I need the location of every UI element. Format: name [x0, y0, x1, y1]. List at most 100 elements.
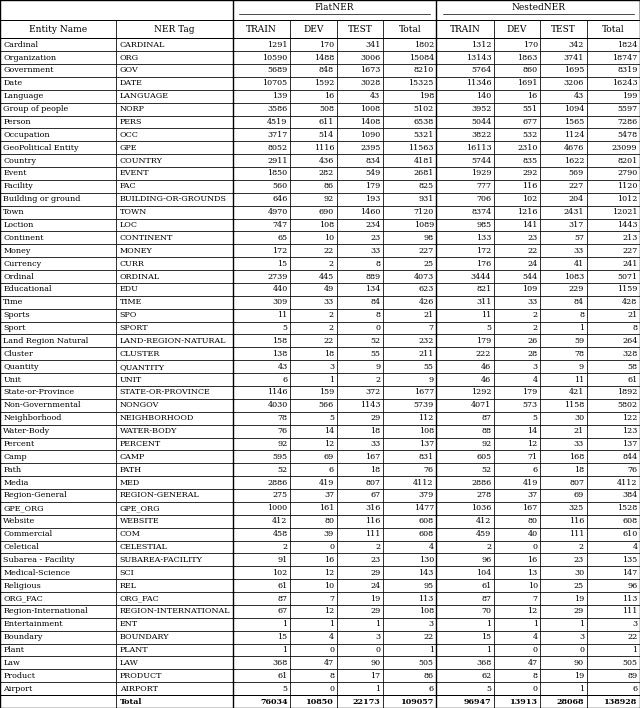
Bar — [587, 348, 640, 360]
Text: REGION-INTERNATIONAL: REGION-INTERNATIONAL — [120, 607, 230, 615]
Bar — [540, 270, 587, 283]
Bar — [233, 425, 290, 438]
Text: 6: 6 — [329, 466, 334, 474]
Text: REL: REL — [120, 582, 136, 590]
Text: 2395: 2395 — [360, 144, 380, 152]
Bar — [337, 193, 383, 206]
Bar — [494, 193, 540, 206]
Text: 1: 1 — [532, 620, 538, 628]
Text: Date: Date — [3, 79, 22, 87]
Text: 22: 22 — [627, 633, 637, 641]
Bar — [436, 167, 494, 180]
Text: 137: 137 — [419, 440, 434, 448]
Text: SPO: SPO — [120, 311, 137, 319]
Text: 1036: 1036 — [471, 504, 492, 513]
Text: 4073: 4073 — [413, 273, 434, 280]
Text: 76: 76 — [627, 466, 637, 474]
Text: 1292: 1292 — [471, 389, 492, 396]
Bar — [436, 180, 494, 193]
Text: 1090: 1090 — [360, 131, 380, 139]
Text: Continent: Continent — [3, 234, 44, 242]
Bar — [290, 683, 337, 695]
Bar — [233, 515, 290, 527]
Bar — [0, 476, 116, 489]
Text: 532: 532 — [522, 131, 538, 139]
Text: Money: Money — [3, 247, 31, 255]
Text: 12021: 12021 — [612, 208, 637, 216]
Text: 49: 49 — [324, 285, 334, 293]
Text: 706: 706 — [476, 195, 492, 203]
Bar — [494, 154, 540, 167]
Bar — [383, 386, 436, 399]
Bar — [290, 167, 337, 180]
Bar — [436, 154, 494, 167]
Bar — [436, 0, 640, 20]
Bar — [0, 438, 116, 450]
Bar — [116, 515, 233, 527]
Bar — [116, 644, 233, 656]
Text: 3444: 3444 — [471, 273, 492, 280]
Text: CURR: CURR — [120, 260, 145, 268]
Text: 5071: 5071 — [618, 273, 637, 280]
Text: 15: 15 — [278, 633, 287, 641]
Text: 6: 6 — [282, 375, 287, 384]
Bar — [494, 386, 540, 399]
Text: 0: 0 — [532, 543, 538, 551]
Text: Building or ground: Building or ground — [3, 195, 81, 203]
Bar — [383, 167, 436, 180]
Bar — [0, 219, 116, 232]
Text: 18: 18 — [371, 466, 380, 474]
Text: 16: 16 — [324, 556, 334, 564]
Bar — [383, 592, 436, 605]
Bar — [587, 618, 640, 631]
Bar — [383, 296, 436, 309]
Text: 1: 1 — [632, 646, 637, 654]
Text: 16243: 16243 — [612, 79, 637, 87]
Bar — [290, 360, 337, 373]
Text: Country: Country — [3, 156, 36, 164]
Text: 4: 4 — [329, 633, 334, 641]
Bar — [337, 219, 383, 232]
Text: Percent: Percent — [3, 440, 35, 448]
Bar — [233, 309, 290, 321]
Bar — [337, 51, 383, 64]
Text: 170: 170 — [523, 40, 538, 49]
Bar — [383, 463, 436, 476]
Bar — [494, 115, 540, 128]
Bar — [383, 450, 436, 463]
Text: 13913: 13913 — [509, 697, 538, 706]
Text: 3: 3 — [532, 362, 538, 371]
Bar — [383, 527, 436, 541]
Bar — [116, 154, 233, 167]
Bar — [436, 257, 494, 270]
Text: UNIT: UNIT — [120, 375, 142, 384]
Bar — [290, 64, 337, 77]
Text: 43: 43 — [574, 92, 584, 101]
Text: 1: 1 — [375, 685, 380, 692]
Text: 12: 12 — [527, 440, 538, 448]
Bar — [436, 38, 494, 51]
Bar — [290, 309, 337, 321]
Text: 52: 52 — [481, 466, 492, 474]
Bar — [494, 103, 540, 115]
Text: 825: 825 — [419, 183, 434, 190]
Bar — [116, 541, 233, 554]
Bar — [540, 412, 587, 425]
Bar — [587, 605, 640, 618]
Bar — [587, 219, 640, 232]
Bar — [540, 541, 587, 554]
Bar — [383, 656, 436, 669]
Bar — [383, 232, 436, 244]
Bar — [494, 476, 540, 489]
Bar — [116, 334, 233, 348]
Text: 821: 821 — [476, 285, 492, 293]
Text: 1565: 1565 — [564, 118, 584, 126]
Text: 3: 3 — [375, 633, 380, 641]
Text: 1929: 1929 — [471, 169, 492, 178]
Bar — [116, 554, 233, 566]
Bar — [337, 103, 383, 115]
Text: 831: 831 — [419, 453, 434, 461]
Bar — [587, 463, 640, 476]
Bar — [337, 321, 383, 334]
Text: 143: 143 — [419, 569, 434, 577]
